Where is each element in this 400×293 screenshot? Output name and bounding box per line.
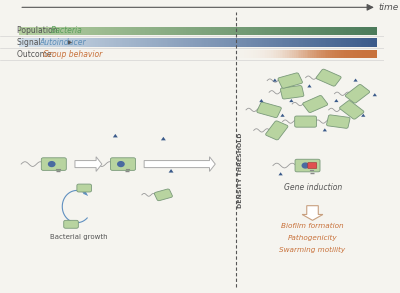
Circle shape: [302, 163, 308, 168]
FancyBboxPatch shape: [316, 69, 341, 86]
Polygon shape: [144, 157, 215, 171]
Polygon shape: [354, 79, 358, 81]
Text: Outcome:: Outcome:: [17, 50, 57, 59]
FancyBboxPatch shape: [303, 96, 328, 113]
FancyBboxPatch shape: [257, 102, 281, 117]
FancyBboxPatch shape: [295, 159, 320, 172]
Text: DENSITY THRESHOLD: DENSITY THRESHOLD: [238, 132, 243, 208]
FancyBboxPatch shape: [308, 163, 317, 168]
Polygon shape: [161, 137, 166, 140]
Polygon shape: [280, 114, 285, 117]
Text: Biofilm formation: Biofilm formation: [281, 223, 344, 229]
Circle shape: [118, 162, 124, 166]
FancyBboxPatch shape: [41, 158, 66, 171]
Polygon shape: [75, 157, 102, 171]
FancyBboxPatch shape: [77, 184, 92, 192]
Text: Gene induction: Gene induction: [284, 183, 342, 192]
Text: Swarming motility: Swarming motility: [280, 247, 346, 253]
Text: Autoinducer: Autoinducer: [39, 38, 86, 47]
FancyBboxPatch shape: [278, 73, 302, 88]
FancyBboxPatch shape: [280, 86, 304, 99]
Polygon shape: [259, 99, 264, 102]
FancyBboxPatch shape: [64, 220, 78, 228]
Text: Population:: Population:: [17, 26, 63, 35]
Polygon shape: [289, 99, 294, 102]
FancyBboxPatch shape: [154, 189, 172, 201]
Circle shape: [48, 162, 55, 166]
Polygon shape: [302, 206, 323, 220]
Text: Bacteria: Bacteria: [51, 26, 83, 35]
Text: Bacterial growth: Bacterial growth: [50, 234, 108, 240]
FancyBboxPatch shape: [345, 84, 370, 103]
Polygon shape: [278, 172, 283, 175]
Text: Pathogenicity: Pathogenicity: [288, 235, 337, 241]
Polygon shape: [273, 79, 277, 81]
FancyBboxPatch shape: [110, 158, 136, 171]
Text: Group behavior: Group behavior: [43, 50, 102, 59]
FancyBboxPatch shape: [295, 116, 316, 127]
Polygon shape: [307, 84, 312, 87]
Text: ▶: ▶: [68, 40, 72, 45]
Polygon shape: [361, 114, 366, 117]
Polygon shape: [113, 134, 118, 137]
Polygon shape: [373, 93, 377, 96]
Polygon shape: [334, 99, 338, 102]
Text: Signal:: Signal:: [17, 38, 46, 47]
Text: time: time: [379, 3, 399, 12]
FancyBboxPatch shape: [326, 115, 350, 128]
Polygon shape: [323, 128, 327, 131]
FancyBboxPatch shape: [266, 121, 288, 140]
FancyBboxPatch shape: [340, 100, 364, 119]
Polygon shape: [168, 169, 174, 173]
